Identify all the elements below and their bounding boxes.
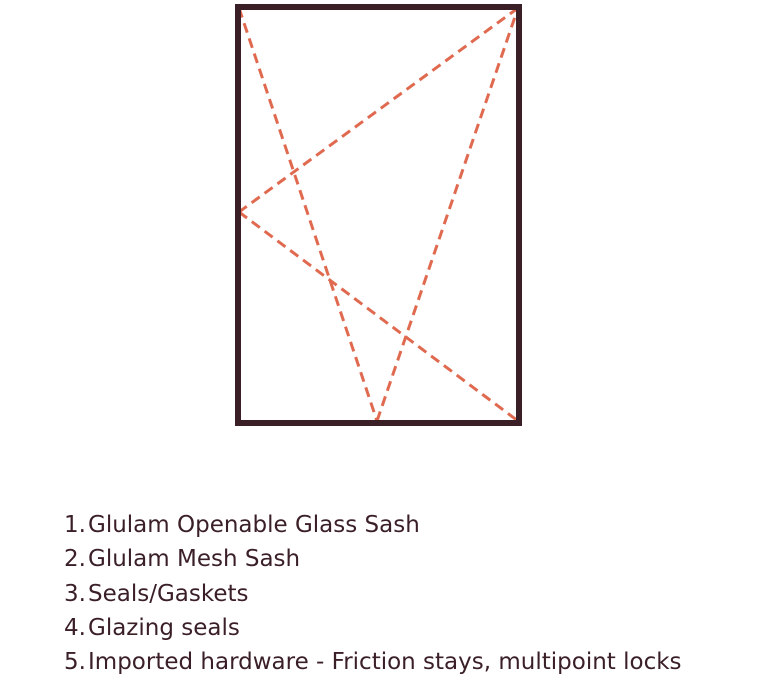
list-item: 1. Glulam Openable Glass Sash [58, 508, 682, 542]
list-item: 3. Seals/Gaskets [58, 577, 682, 611]
list-item-number: 3. [64, 580, 86, 607]
opening-line-top-left-to-bottom-center [237, 7, 379, 422]
list-item-text: Seals/Gaskets [88, 580, 249, 607]
list-item: 4. Glazing seals [58, 611, 682, 645]
list-item-number: 4. [64, 614, 86, 641]
list-item-number: 2. [64, 546, 86, 573]
specification-list: 1. Glulam Openable Glass Sash 2. Glulam … [58, 508, 682, 679]
list-item-text: Glulam Openable Glass Sash [88, 512, 420, 538]
list-item: 2. Glulam Mesh Sash [58, 542, 682, 576]
list-item-text: Glulam Mesh Sash [88, 546, 301, 573]
list-item-number: 5. [64, 649, 86, 676]
opening-line-bottom-center-to-top-right [375, 7, 520, 422]
window-frame [235, 4, 522, 426]
list-item-text: Glazing seals [88, 614, 240, 641]
list-item-text: Imported hardware - Friction stays, mult… [88, 649, 682, 676]
opening-line-top-right-to-mid-left [238, 6, 519, 214]
list-item-number: 1. [64, 512, 86, 538]
opening-line-mid-left-to-bottom-right [238, 210, 519, 423]
window-elevation-diagram [235, 4, 522, 426]
list-item: 5. Imported hardware - Friction stays, m… [58, 645, 682, 679]
